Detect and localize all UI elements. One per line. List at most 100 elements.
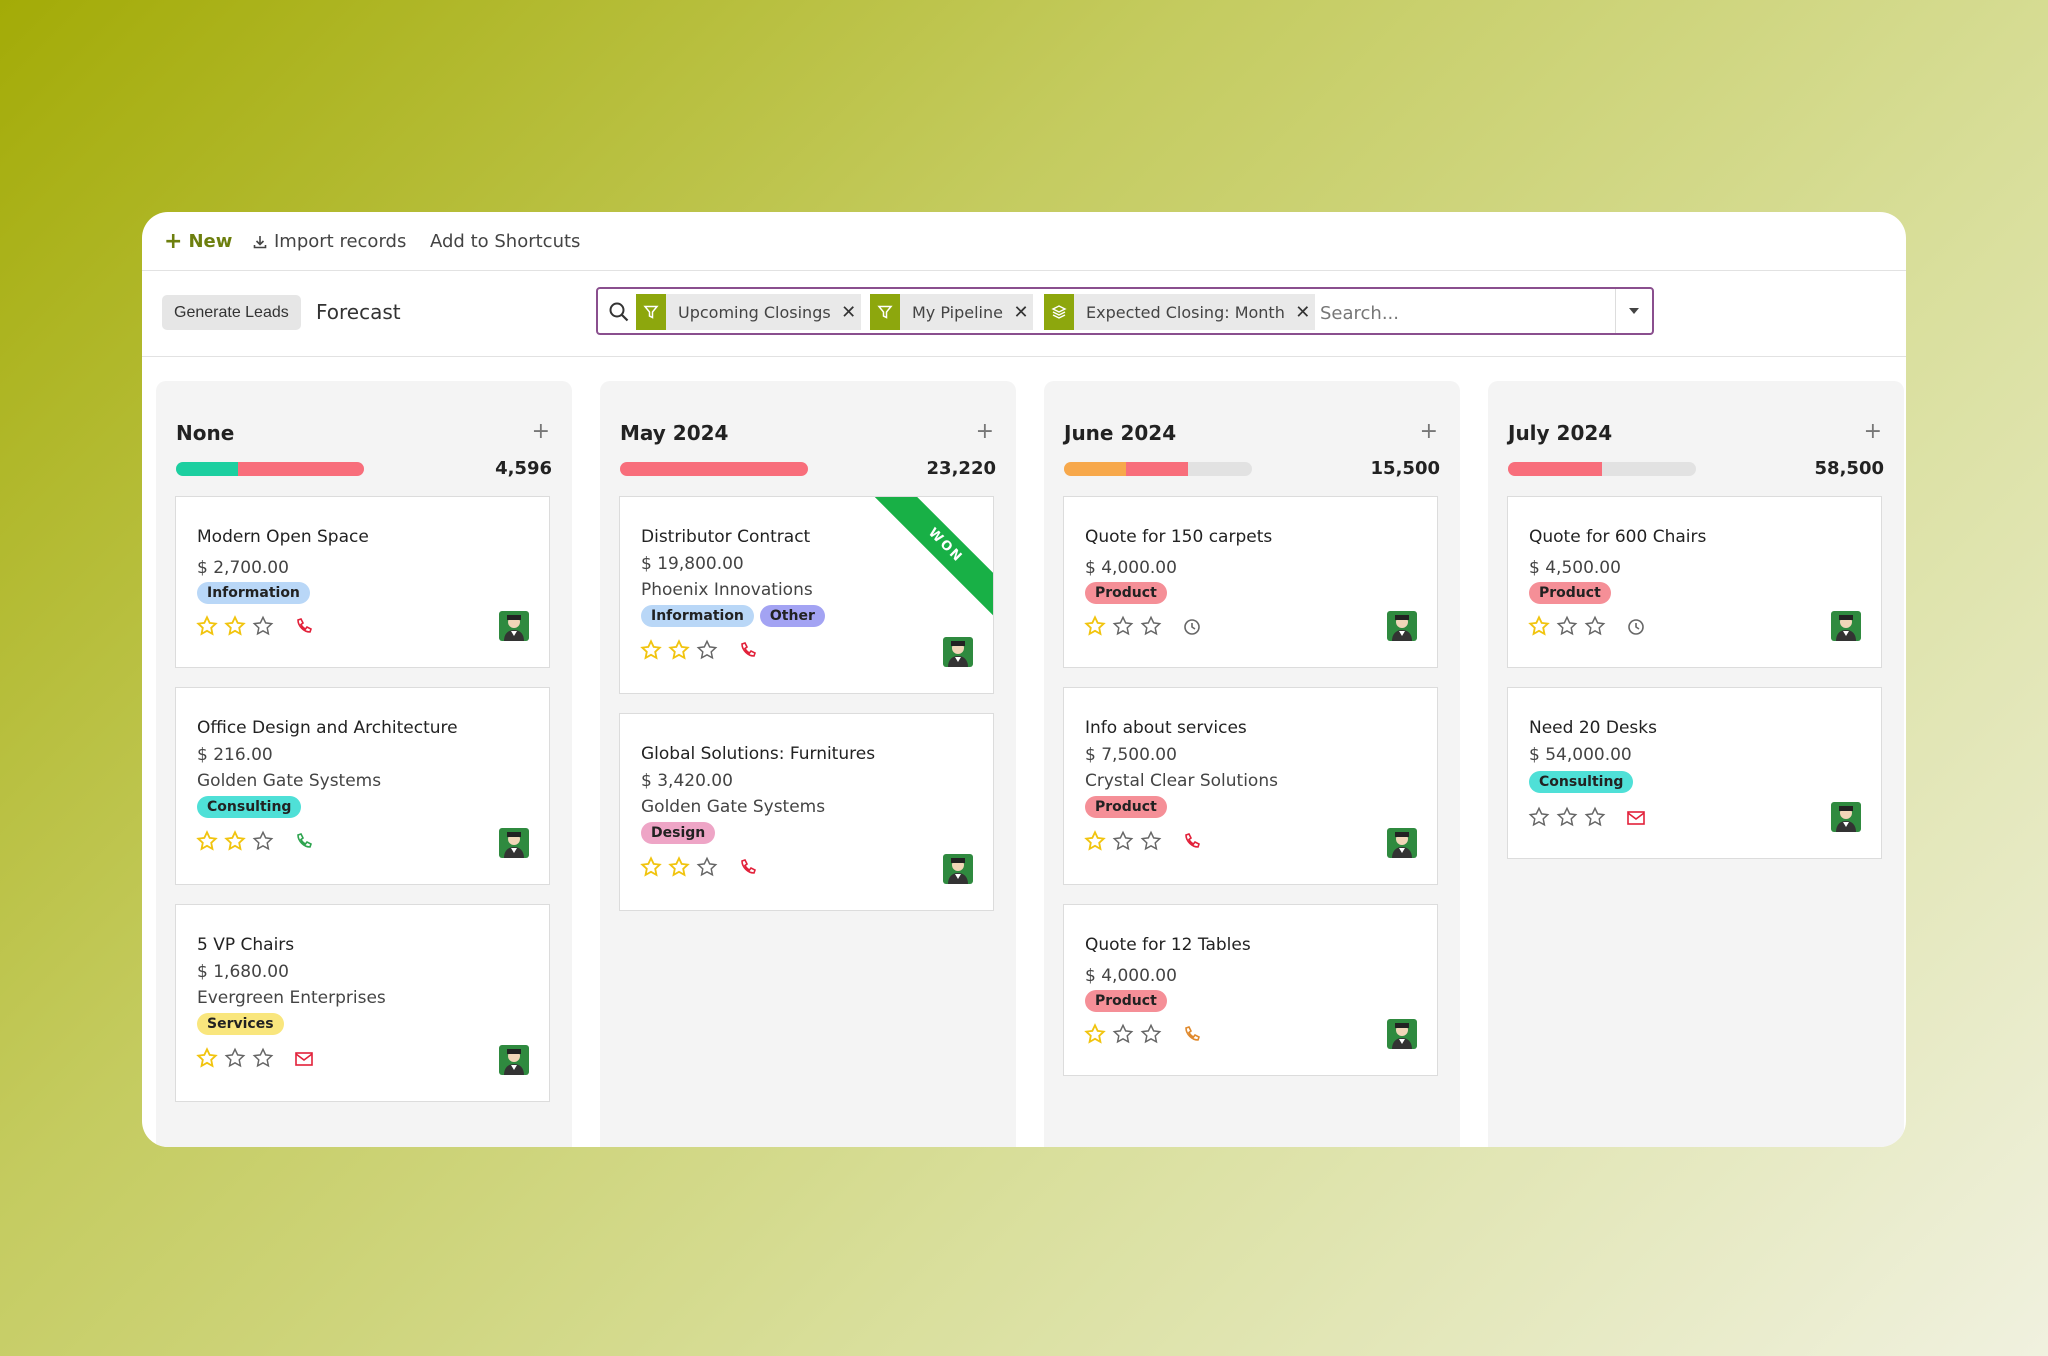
star-empty-icon[interactable] <box>252 830 274 852</box>
kanban-card[interactable]: 5 VP Chairs $ 1,680.00 Evergreen Enterpr… <box>175 904 550 1102</box>
phone-icon[interactable] <box>1182 832 1202 852</box>
priority-stars[interactable] <box>640 639 718 661</box>
kanban-card[interactable]: Global Solutions: Furnitures $ 3,420.00 … <box>619 713 994 911</box>
progress-segment[interactable] <box>238 462 364 476</box>
avatar[interactable] <box>943 637 973 667</box>
quick-create-icon[interactable]: + <box>975 419 994 444</box>
column-progress-bar[interactable] <box>1064 462 1252 476</box>
download-icon <box>253 235 267 248</box>
avatar[interactable] <box>499 1045 529 1075</box>
card-title: 5 VP Chairs <box>197 935 295 955</box>
kanban-card[interactable]: Quote for 12 Tables $ 4,000.00 Product <box>1063 904 1438 1076</box>
kanban-card[interactable]: Need 20 Desks $ 54,000.00 Consulting <box>1507 687 1882 859</box>
priority-stars[interactable] <box>1528 615 1606 637</box>
kanban-card[interactable]: WON Distributor Contract $ 19,800.00 Pho… <box>619 496 994 694</box>
phone-icon[interactable] <box>1182 1025 1202 1045</box>
progress-segment[interactable] <box>1126 462 1189 476</box>
clock-icon[interactable] <box>1182 617 1202 637</box>
quick-create-icon[interactable]: + <box>531 419 550 444</box>
kanban-card[interactable]: Modern Open Space $ 2,700.00 Information <box>175 496 550 668</box>
star-filled-icon[interactable] <box>1528 615 1550 637</box>
column-progress-bar[interactable] <box>176 462 364 476</box>
avatar[interactable] <box>1387 828 1417 858</box>
kanban-card[interactable]: Quote for 600 Chairs $ 4,500.00 Product <box>1507 496 1882 668</box>
add-to-shortcuts-button[interactable]: Add to Shortcuts <box>430 231 580 252</box>
star-filled-icon[interactable] <box>1084 1023 1106 1045</box>
quick-create-icon[interactable]: + <box>1863 419 1882 444</box>
breadcrumb-title: Forecast <box>316 300 401 324</box>
progress-segment[interactable] <box>1064 462 1127 476</box>
column-progress-bar[interactable] <box>620 462 808 476</box>
remove-facet-icon[interactable]: ✕ <box>836 294 861 330</box>
avatar[interactable] <box>1387 611 1417 641</box>
priority-stars[interactable] <box>196 1047 274 1069</box>
remove-facet-icon[interactable]: ✕ <box>1290 294 1315 330</box>
priority-stars[interactable] <box>1528 806 1606 828</box>
new-button[interactable]: + New <box>164 230 232 252</box>
star-filled-icon[interactable] <box>668 639 690 661</box>
progress-segment[interactable] <box>1508 462 1602 476</box>
priority-stars[interactable] <box>1084 1023 1162 1045</box>
kanban-card[interactable]: Info about services $ 7,500.00 Crystal C… <box>1063 687 1438 885</box>
star-empty-icon[interactable] <box>1140 615 1162 637</box>
star-empty-icon[interactable] <box>1584 615 1606 637</box>
search-input[interactable] <box>1318 295 1612 331</box>
column-progress-bar[interactable] <box>1508 462 1696 476</box>
star-empty-icon[interactable] <box>224 1047 246 1069</box>
star-empty-icon[interactable] <box>1584 806 1606 828</box>
priority-stars[interactable] <box>640 856 718 878</box>
star-filled-icon[interactable] <box>196 1047 218 1069</box>
priority-stars[interactable] <box>196 830 274 852</box>
card-title: Modern Open Space <box>197 527 369 547</box>
phone-icon[interactable] <box>294 832 314 852</box>
star-empty-icon[interactable] <box>1528 806 1550 828</box>
priority-stars[interactable] <box>1084 830 1162 852</box>
star-filled-icon[interactable] <box>224 830 246 852</box>
quick-create-icon[interactable]: + <box>1419 419 1438 444</box>
crm-window: + New Import records Add to Shortcuts Ge… <box>142 212 1906 1147</box>
star-empty-icon[interactable] <box>1112 1023 1134 1045</box>
phone-icon[interactable] <box>738 858 758 878</box>
generate-leads-button[interactable]: Generate Leads <box>162 295 301 330</box>
star-empty-icon[interactable] <box>1556 806 1578 828</box>
kanban-column-none: None + 4,596 Modern Open Space $ 2,700.0… <box>156 381 572 1147</box>
phone-icon[interactable] <box>294 617 314 637</box>
kanban-card[interactable]: Office Design and Architecture $ 216.00 … <box>175 687 550 885</box>
star-empty-icon[interactable] <box>1556 615 1578 637</box>
star-filled-icon[interactable] <box>640 856 662 878</box>
search-icon[interactable] <box>608 301 630 323</box>
envelope-icon[interactable] <box>294 1049 314 1069</box>
star-empty-icon[interactable] <box>252 615 274 637</box>
progress-segment[interactable] <box>620 462 808 476</box>
envelope-icon[interactable] <box>1626 808 1646 828</box>
star-filled-icon[interactable] <box>224 615 246 637</box>
star-empty-icon[interactable] <box>252 1047 274 1069</box>
avatar[interactable] <box>1387 1019 1417 1049</box>
clock-icon[interactable] <box>1626 617 1646 637</box>
star-empty-icon[interactable] <box>1140 830 1162 852</box>
avatar[interactable] <box>943 854 973 884</box>
remove-facet-icon[interactable]: ✕ <box>1008 294 1033 330</box>
star-filled-icon[interactable] <box>668 856 690 878</box>
star-filled-icon[interactable] <box>1084 830 1106 852</box>
priority-stars[interactable] <box>196 615 274 637</box>
avatar[interactable] <box>499 828 529 858</box>
star-empty-icon[interactable] <box>696 639 718 661</box>
star-filled-icon[interactable] <box>640 639 662 661</box>
priority-stars[interactable] <box>1084 615 1162 637</box>
star-empty-icon[interactable] <box>696 856 718 878</box>
star-filled-icon[interactable] <box>1084 615 1106 637</box>
star-empty-icon[interactable] <box>1112 615 1134 637</box>
star-empty-icon[interactable] <box>1140 1023 1162 1045</box>
star-empty-icon[interactable] <box>1112 830 1134 852</box>
avatar[interactable] <box>499 611 529 641</box>
avatar[interactable] <box>1831 611 1861 641</box>
search-options-toggle[interactable] <box>1615 289 1652 333</box>
avatar[interactable] <box>1831 802 1861 832</box>
star-filled-icon[interactable] <box>196 830 218 852</box>
progress-segment[interactable] <box>176 462 239 476</box>
import-records-button[interactable]: Import records <box>252 231 406 252</box>
phone-icon[interactable] <box>738 641 758 661</box>
star-filled-icon[interactable] <box>196 615 218 637</box>
kanban-card[interactable]: Quote for 150 carpets $ 4,000.00 Product <box>1063 496 1438 668</box>
